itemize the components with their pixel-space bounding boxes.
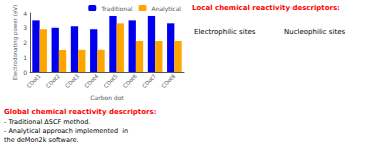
- svg-text:CDot7: CDot7: [141, 73, 158, 90]
- svg-text:the deMon2k software.: the deMon2k software.: [4, 136, 79, 144]
- svg-text:3: 3: [23, 24, 27, 31]
- svg-text:- Traditional ΔSCF method.: - Traditional ΔSCF method.: [4, 118, 90, 126]
- svg-text:CDot5: CDot5: [102, 73, 119, 90]
- svg-text:Carbon dot: Carbon dot: [90, 94, 124, 101]
- svg-text:Electrodonating power (eV): Electrodonating power (eV): [12, 5, 19, 80]
- svg-text:Local chemical reactivity desc: Local chemical reactivity descriptors:: [192, 4, 340, 12]
- svg-text:0: 0: [23, 69, 27, 76]
- svg-text:Nucleophilic sites: Nucleophilic sites: [284, 28, 345, 36]
- svg-text:CDot1: CDot1: [25, 73, 41, 89]
- svg-text:- Analytical approach implemen: - Analytical approach implemented in: [4, 127, 128, 135]
- svg-text:CDot6: CDot6: [122, 73, 139, 90]
- svg-text:Global chemical reactivity des: Global chemical reactivity descriptors:: [4, 108, 157, 116]
- svg-text:CDot3: CDot3: [64, 73, 81, 90]
- svg-text:Electrophilic sites: Electrophilic sites: [194, 28, 256, 36]
- svg-text:CDot8: CDot8: [160, 73, 177, 90]
- svg-text:4: 4: [23, 10, 27, 17]
- svg-text:CDot4: CDot4: [83, 73, 100, 90]
- svg-text:Traditional: Traditional: [100, 5, 133, 12]
- svg-text:CDot2: CDot2: [45, 73, 61, 89]
- svg-text:2: 2: [23, 39, 27, 46]
- svg-text:Analytical: Analytical: [152, 5, 182, 13]
- svg-text:1: 1: [23, 54, 27, 61]
